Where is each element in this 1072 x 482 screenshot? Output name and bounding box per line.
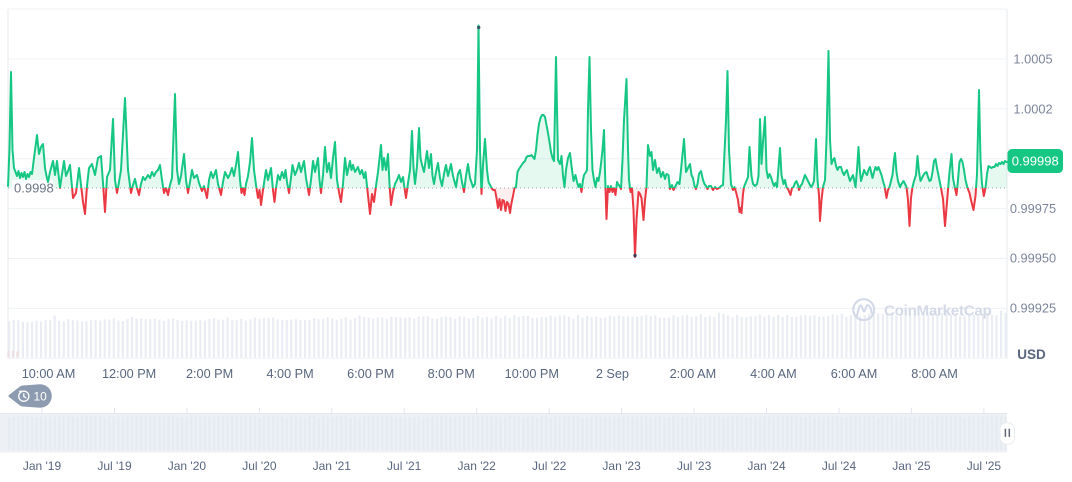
svg-text:Jul '23: Jul '23 <box>677 459 712 473</box>
svg-text:8:00 AM: 8:00 AM <box>911 367 958 381</box>
svg-text:2:00 PM: 2:00 PM <box>186 367 233 381</box>
svg-text:0.99975: 0.99975 <box>1010 201 1056 216</box>
svg-text:Jan '22: Jan '22 <box>458 459 497 473</box>
svg-text:Jul '19: Jul '19 <box>97 459 132 473</box>
svg-text:0.9998: 0.9998 <box>14 181 54 196</box>
svg-text:Jul '21: Jul '21 <box>387 459 422 473</box>
svg-text:CoinMarketCap: CoinMarketCap <box>884 303 992 320</box>
svg-text:0.99998: 0.99998 <box>1012 154 1059 169</box>
svg-text:12:00 PM: 12:00 PM <box>102 367 156 381</box>
svg-text:Jan '25: Jan '25 <box>892 459 931 473</box>
svg-text:1.0005: 1.0005 <box>1013 52 1052 67</box>
svg-text:Jul '20: Jul '20 <box>242 459 277 473</box>
svg-text:10: 10 <box>34 389 48 403</box>
svg-text:Jul '24: Jul '24 <box>822 459 857 473</box>
svg-text:6:00 PM: 6:00 PM <box>347 367 394 381</box>
svg-text:0.99925: 0.99925 <box>1010 300 1056 315</box>
svg-text:Jan '24: Jan '24 <box>747 459 786 473</box>
svg-text:Jan '21: Jan '21 <box>313 459 352 473</box>
svg-text:0.99950: 0.99950 <box>1010 250 1056 265</box>
svg-text:4:00 AM: 4:00 AM <box>750 367 797 381</box>
svg-text:Jan '23: Jan '23 <box>602 459 641 473</box>
svg-text:Jul '25: Jul '25 <box>967 459 1002 473</box>
svg-text:6:00 AM: 6:00 AM <box>831 367 878 381</box>
svg-text:10:00 PM: 10:00 PM <box>505 367 559 381</box>
svg-text:Jul '22: Jul '22 <box>532 459 567 473</box>
svg-text:Jan '19: Jan '19 <box>23 459 62 473</box>
svg-text:10:00 AM: 10:00 AM <box>22 367 76 381</box>
svg-text:1.0002: 1.0002 <box>1013 102 1052 117</box>
svg-text:2:00 AM: 2:00 AM <box>670 367 717 381</box>
svg-text:Jan '20: Jan '20 <box>168 459 207 473</box>
svg-text:2 Sep: 2 Sep <box>596 367 629 381</box>
svg-text:8:00 PM: 8:00 PM <box>428 367 475 381</box>
svg-text:4:00 PM: 4:00 PM <box>266 367 313 381</box>
svg-text:USD: USD <box>1017 347 1046 362</box>
